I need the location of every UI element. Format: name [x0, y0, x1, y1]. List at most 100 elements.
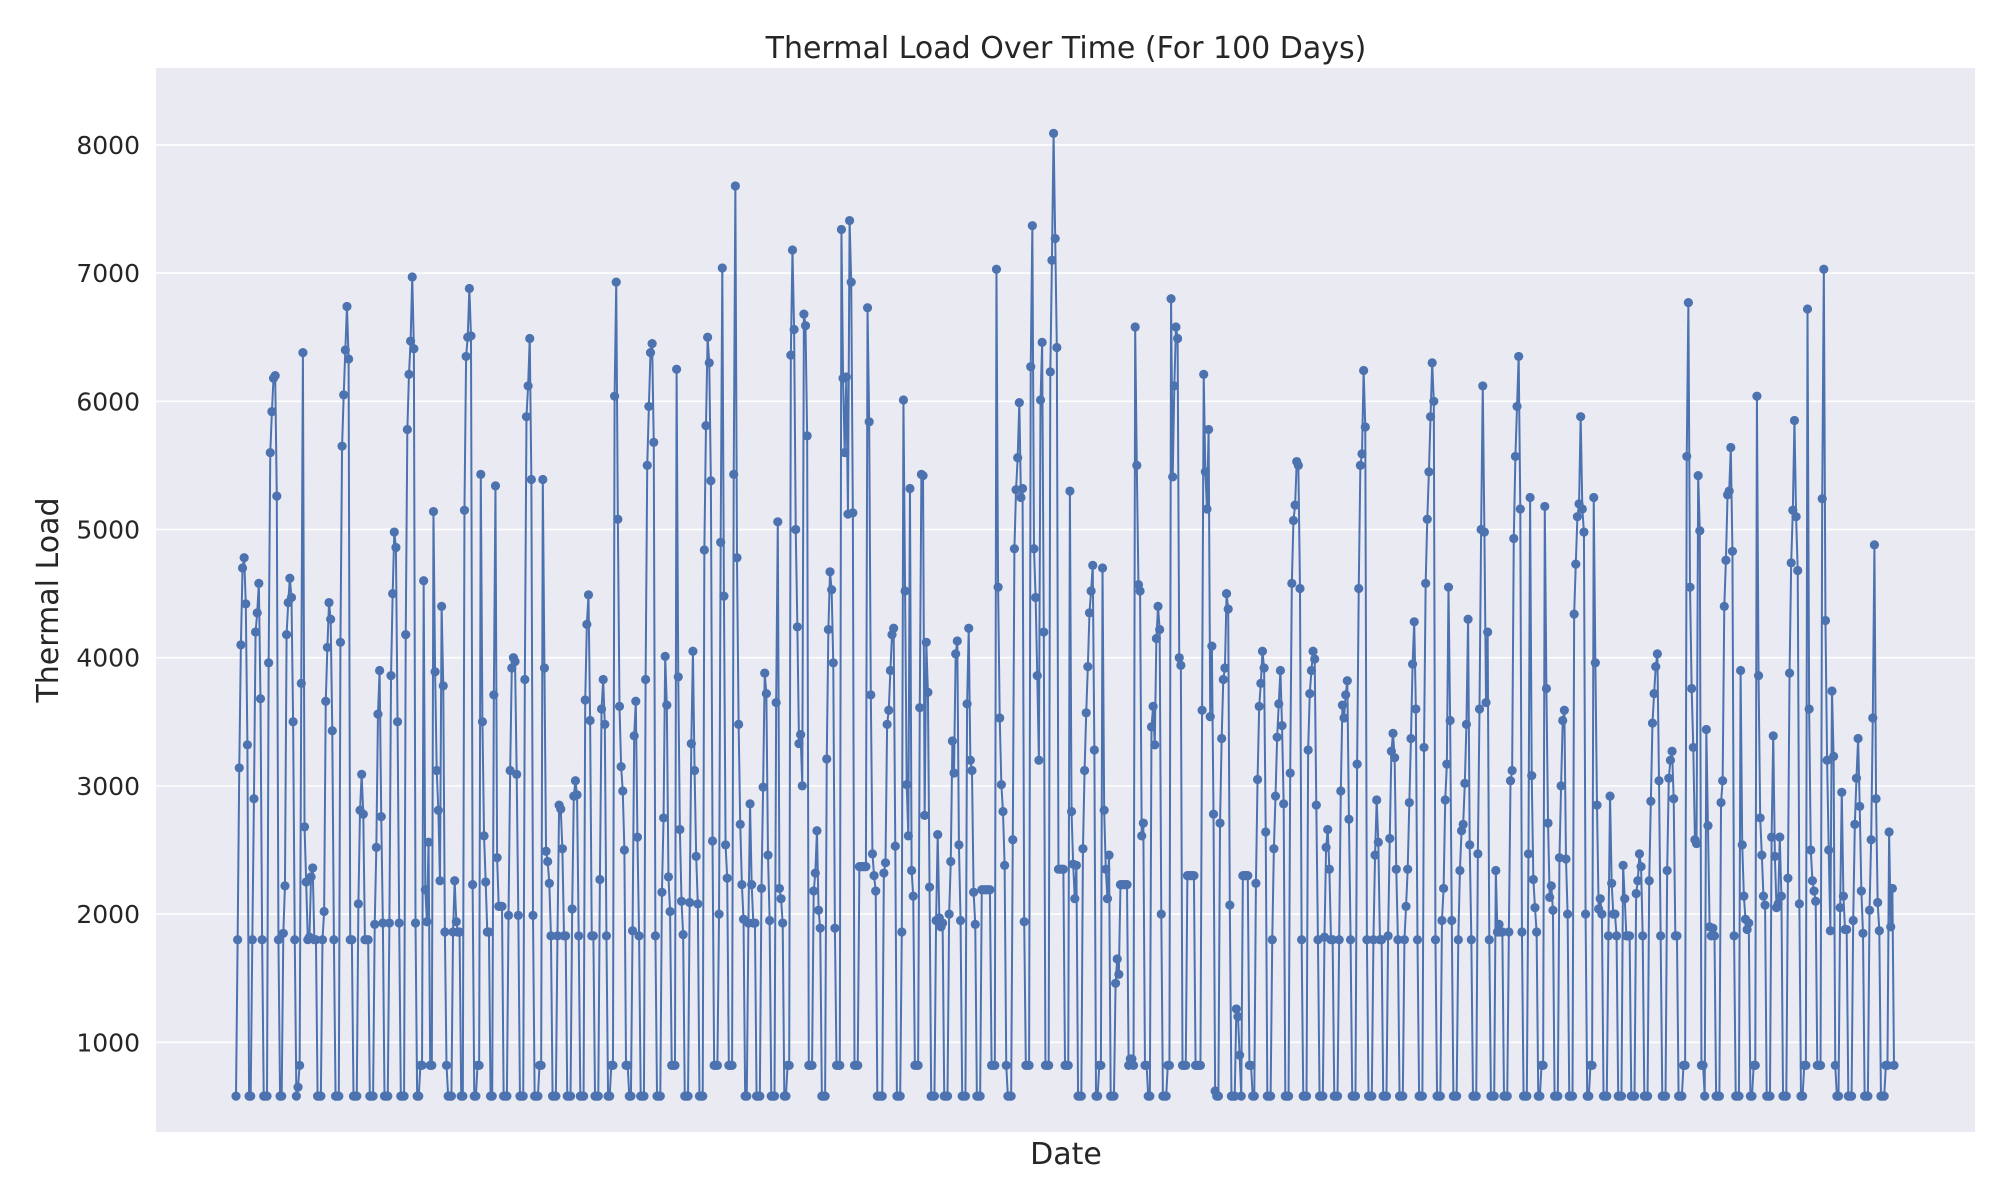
data-point — [712, 1060, 723, 1070]
data-point — [399, 1091, 409, 1101]
data-point — [639, 1091, 649, 1101]
data-point — [270, 371, 280, 381]
data-point — [1197, 705, 1207, 715]
data-point — [437, 601, 447, 612]
data-point — [1817, 494, 1827, 504]
data-point — [1603, 931, 1614, 941]
data-point — [1128, 1060, 1139, 1070]
data-point — [1512, 401, 1522, 412]
data-point — [614, 701, 625, 712]
data-point — [905, 483, 915, 494]
data-point — [438, 681, 448, 691]
data-point — [1084, 608, 1095, 618]
data-point — [291, 1091, 301, 1101]
data-point — [1739, 891, 1749, 901]
data-point — [1404, 797, 1414, 808]
data-point — [1215, 818, 1225, 828]
data-point — [492, 853, 502, 863]
data-point — [255, 694, 266, 704]
data-point — [427, 1060, 437, 1070]
data-point — [1381, 1091, 1392, 1101]
data-point — [1685, 582, 1695, 592]
data-point — [714, 909, 724, 919]
data-point — [281, 630, 292, 640]
data-point — [1372, 795, 1382, 805]
data-point — [792, 622, 802, 632]
data-point — [1287, 578, 1297, 588]
data-point — [771, 697, 781, 708]
data-point — [975, 1091, 985, 1101]
data-point — [512, 769, 522, 779]
data-point — [853, 1060, 863, 1070]
data-point — [1156, 909, 1166, 919]
data-point — [1081, 708, 1091, 718]
data-point — [588, 931, 598, 941]
data-point — [1455, 865, 1465, 876]
data-point — [938, 918, 948, 928]
data-point — [1656, 931, 1666, 941]
data-point — [1858, 928, 1868, 938]
data-point — [580, 695, 590, 705]
data-point — [996, 780, 1006, 790]
data-point — [1207, 641, 1217, 651]
data-point — [1848, 915, 1858, 926]
data-point — [921, 637, 931, 647]
data-point — [525, 333, 535, 344]
data-point — [789, 324, 799, 335]
data-point — [1545, 892, 1555, 903]
data-point — [466, 331, 476, 341]
data-point — [1752, 391, 1762, 401]
data-point — [404, 369, 414, 379]
data-point — [1016, 492, 1026, 503]
data-point — [1104, 850, 1114, 860]
data-point — [277, 1091, 287, 1101]
data-point — [502, 1091, 512, 1101]
data-point — [1590, 658, 1600, 668]
data-point — [1589, 492, 1599, 503]
data-point — [317, 935, 328, 945]
data-point — [264, 658, 274, 668]
data-point — [596, 704, 607, 714]
data-point — [1308, 646, 1318, 656]
data-point — [1019, 917, 1029, 927]
data-point — [383, 1091, 393, 1101]
data-point — [1474, 704, 1485, 714]
data-point — [1525, 492, 1535, 503]
data-point — [1687, 683, 1697, 694]
data-point — [672, 364, 682, 374]
data-point — [410, 918, 421, 928]
data-point — [1137, 831, 1147, 841]
grid-lines — [156, 144, 1975, 1044]
data-point — [1155, 624, 1165, 635]
data-point — [1602, 1091, 1612, 1101]
data-point — [1439, 883, 1449, 894]
data-point — [660, 651, 670, 662]
data-point — [1855, 801, 1865, 811]
data-point — [1437, 915, 1447, 926]
data-point — [802, 431, 812, 441]
data-point — [1644, 876, 1654, 886]
data-point — [265, 447, 275, 458]
data-point — [1345, 935, 1356, 945]
data-point — [706, 476, 716, 486]
data-point — [1620, 894, 1630, 904]
data-point — [970, 919, 980, 929]
data-point — [1528, 874, 1538, 885]
data-point — [572, 790, 582, 800]
data-point — [1527, 771, 1537, 781]
data-point — [1709, 931, 1720, 941]
data-point — [1507, 765, 1517, 776]
data-point — [316, 1091, 326, 1101]
data-point — [1388, 728, 1398, 738]
data-point — [1846, 1091, 1857, 1101]
data-point — [430, 667, 440, 677]
data-point — [737, 879, 747, 890]
data-point — [760, 668, 770, 678]
data-point — [481, 877, 491, 887]
data-point — [946, 856, 956, 867]
data-point — [1616, 1091, 1627, 1101]
data-point — [913, 1060, 923, 1070]
data-point — [642, 460, 652, 470]
data-point — [528, 910, 538, 920]
data-point — [1829, 751, 1839, 762]
